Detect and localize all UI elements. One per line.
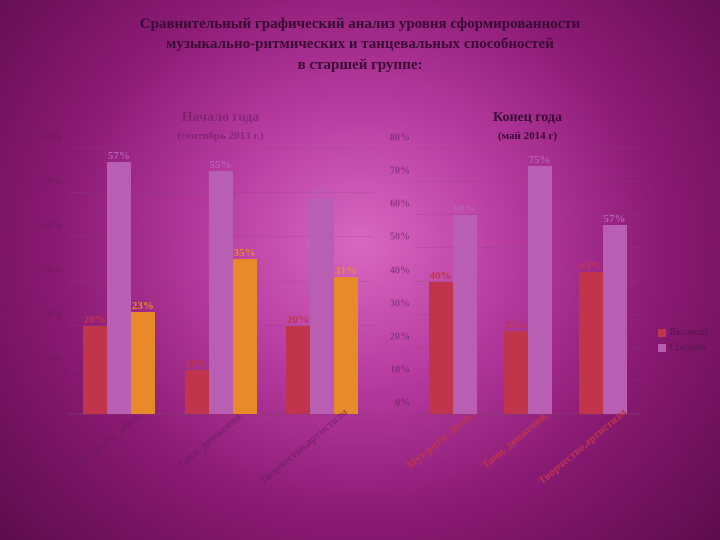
y-tick-label: 10% xyxy=(43,353,68,364)
y-tick-label: 50% xyxy=(390,232,415,243)
page-title: Сравнительный графический анализ уровня … xyxy=(0,14,720,75)
y-tick-label: 60% xyxy=(390,199,415,210)
x-axis-label: Творчество,артистизм xyxy=(257,406,350,487)
x-axis-label: Муз-ритм. движ. xyxy=(405,409,476,472)
title-line-1: Сравнительный графический анализ уровня … xyxy=(0,14,720,34)
legend-label-mid: Средний xyxy=(670,340,707,355)
bar-right-muz_ritm-mid: 60% xyxy=(453,215,477,414)
bar-label: 55% xyxy=(210,159,232,171)
chart-right-title-sub: (май 2014 г) xyxy=(498,130,557,142)
y-tick-label: 0% xyxy=(395,398,415,409)
chart-area: Начало года(сентябрь 2013 г.)0%10%20%30%… xyxy=(0,95,720,515)
bar-left-tvor-high: 20% xyxy=(286,326,310,414)
bar-label: 57% xyxy=(108,150,130,162)
bar-label: 40% xyxy=(430,270,452,282)
chart-right-plot: 0%10%20%30%40%50%60%70%80%40%60%Муз-ритм… xyxy=(415,150,640,415)
bar-right-muz_ritm-high: 40% xyxy=(429,282,453,415)
bar-left-muz_ritm-high: 20% xyxy=(83,326,107,414)
chart-left-plot: 0%10%20%30%40%50%60%20%57%23%Муз-ритм. д… xyxy=(68,150,373,415)
bar-left-tanc-mid: 55% xyxy=(209,171,233,414)
bar-label: 31% xyxy=(335,265,357,277)
y-tick-label: 20% xyxy=(43,309,68,320)
bar-label: 49% xyxy=(311,186,333,198)
bar-label: 75% xyxy=(529,154,551,166)
y-tick-label: 60% xyxy=(43,133,68,144)
y-tick-label: 40% xyxy=(43,221,68,232)
chart-left-title-sub: (сентябрь 2013 г.) xyxy=(177,130,263,142)
bar-label: 10% xyxy=(186,358,208,370)
chart-left-title-main: Начало года xyxy=(182,110,259,125)
chart-left-title: Начало года (сентябрь 2013 г.) xyxy=(68,108,373,145)
bar-label: 43% xyxy=(580,260,602,272)
chart-right-title: Конец года (май 2014 г) xyxy=(415,108,640,145)
bar-left-tanc-high: 10% xyxy=(185,370,209,414)
bar-label: 20% xyxy=(287,314,309,326)
title-line-2: музыкально-ритмических и танцевальных сп… xyxy=(0,34,720,54)
chart-right-title-main: Конец года xyxy=(493,110,562,125)
legend-label-high: Высокий xyxy=(670,325,708,340)
bar-label: 23% xyxy=(132,300,154,312)
bar-left-muz_ritm-low: 23% xyxy=(131,312,155,414)
title-line-3: в старшей группе: xyxy=(0,55,720,75)
bar-left-muz_ritm-mid: 57% xyxy=(107,162,131,414)
bar-label: 35% xyxy=(234,247,256,259)
bar-right-tvor-mid: 57% xyxy=(603,225,627,414)
y-tick-label: 40% xyxy=(390,265,415,276)
y-tick-label: 30% xyxy=(390,298,415,309)
bar-label: 60% xyxy=(454,203,476,215)
x-axis-label: Танц. движения. xyxy=(480,409,551,471)
legend-item-high: Высокий xyxy=(658,325,708,340)
legend-swatch-high xyxy=(658,329,666,337)
bar-left-tvor-low: 31% xyxy=(334,277,358,414)
x-axis-label: Муз-ритм. движ. xyxy=(72,409,143,472)
legend-swatch-mid xyxy=(658,344,666,352)
y-tick-label: 20% xyxy=(390,331,415,342)
grid-line xyxy=(415,148,640,149)
y-tick-label: 70% xyxy=(390,166,415,177)
legend: Высокий Средний xyxy=(658,325,708,355)
grid-line xyxy=(68,148,373,149)
bar-right-tvor-high: 43% xyxy=(579,272,603,414)
x-axis-label: Танц. движения. xyxy=(174,409,245,471)
bar-label: 57% xyxy=(604,213,626,225)
bar-right-tanc-high: 25% xyxy=(504,331,528,414)
bar-right-tanc-mid: 75% xyxy=(528,166,552,414)
bar-left-tvor-mid: 49% xyxy=(310,198,334,414)
bar-left-tanc-low: 35% xyxy=(233,259,257,414)
bar-label: 25% xyxy=(505,319,527,331)
bar-label: 20% xyxy=(84,314,106,326)
y-tick-label: 50% xyxy=(43,177,68,188)
y-tick-label: 80% xyxy=(390,133,415,144)
legend-item-mid: Средний xyxy=(658,340,708,355)
y-tick-label: 30% xyxy=(43,265,68,276)
y-tick-label: 10% xyxy=(390,364,415,375)
y-tick-label: 0% xyxy=(48,398,68,409)
